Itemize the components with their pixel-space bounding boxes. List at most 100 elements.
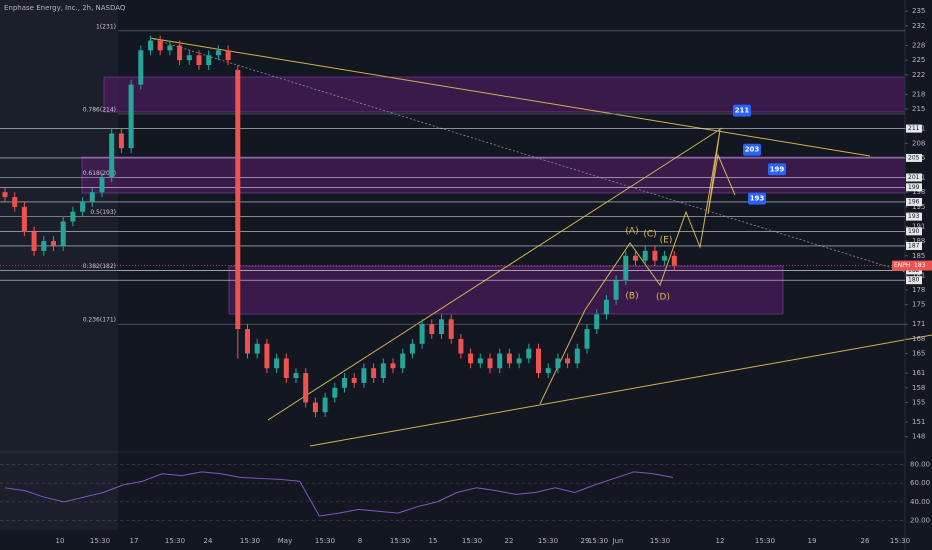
candle-body (545, 368, 551, 374)
wave-path (539, 129, 736, 405)
fib-label: 1(231) (96, 23, 116, 30)
candle-body (526, 348, 532, 359)
y-tick-label: 175 (912, 301, 925, 309)
candle-body (603, 299, 609, 315)
candle-body (429, 324, 435, 334)
x-tick-label: 19 (808, 537, 817, 545)
candle-body (516, 358, 522, 364)
candle-body (245, 329, 250, 354)
level-tag (906, 276, 922, 285)
candle-body (138, 50, 144, 85)
level-tag (906, 153, 922, 162)
x-tick-label: 10 (56, 537, 65, 545)
candle-body (264, 343, 270, 369)
level-label: 196 (908, 198, 920, 205)
rsi-tick-label: 20.00 (910, 517, 930, 525)
candle-body (186, 55, 192, 61)
target-flag (748, 192, 766, 205)
wave-label: (C) (643, 230, 656, 240)
level-tag (906, 197, 922, 206)
candle-body (322, 397, 328, 413)
target-flag (733, 104, 751, 117)
candle-body (312, 402, 318, 413)
y-tick-label: 178 (912, 286, 925, 294)
candle-body (497, 353, 503, 369)
candle-body (574, 348, 580, 364)
chart-title: Enphase Energy, Inc., 2h, NASDAQ (4, 4, 126, 12)
y-tick-label: 225 (912, 56, 925, 64)
level-tag (906, 124, 922, 133)
y-tick-label: 228 (912, 41, 925, 49)
fib-label: 0.786(214) (83, 106, 116, 113)
candle-body (99, 177, 105, 193)
x-tick-label: 29 (581, 537, 590, 545)
y-tick-label: 195 (912, 203, 925, 211)
y-tick-label: 148 (912, 433, 925, 441)
y-tick-label: 198 (912, 188, 925, 196)
candle-body (613, 280, 619, 300)
target-label: 199 (770, 165, 785, 173)
y-tick-label: 181 (912, 271, 925, 279)
candle-body (623, 255, 629, 281)
target-label: 193 (750, 195, 765, 203)
x-tick-label: 15:30 (588, 537, 608, 545)
candle-body (31, 231, 37, 251)
candle-body (196, 55, 202, 66)
y-tick-label: 158 (912, 384, 925, 392)
candle-body (293, 373, 299, 379)
x-tick-label: 15:30 (755, 537, 775, 545)
candle-body (565, 358, 571, 364)
candle-body (662, 255, 668, 261)
candle-body (60, 221, 66, 246)
x-tick-label: 15 (429, 537, 438, 545)
candle-body (477, 358, 483, 364)
rsi-tick-label: 40.00 (910, 498, 930, 506)
candle-body (128, 84, 134, 149)
candle-body (303, 373, 309, 403)
x-tick-label: 26 (861, 537, 870, 545)
rsi-tick-label: 80.00 (910, 460, 930, 468)
candle-body (458, 338, 464, 354)
x-tick-label: 15:30 (165, 537, 185, 545)
candle-body (177, 45, 183, 61)
price-tag-name: ENPH (894, 262, 910, 269)
x-tick-label: 8 (358, 537, 362, 545)
candle-body (80, 201, 86, 212)
candle-body (487, 358, 493, 369)
wave-label: (D) (656, 293, 670, 303)
wave-label: (A) (625, 227, 638, 237)
level-label: 187 (908, 242, 920, 249)
x-tick-label: 15:30 (240, 537, 260, 545)
candle-body (390, 363, 396, 369)
candle-body (41, 241, 47, 251)
target-label: 211 (735, 107, 750, 115)
candle-body (555, 358, 561, 369)
target-label: 203 (745, 146, 760, 154)
candle-body (409, 343, 415, 354)
y-tick-label: 218 (912, 90, 925, 98)
candle-body (671, 255, 677, 266)
y-tick-label: 168 (912, 335, 925, 343)
candle-body (254, 343, 260, 354)
candle-body (439, 319, 444, 334)
candle-body (380, 363, 386, 379)
y-tick-label: 208 (912, 139, 925, 147)
candle-body (536, 348, 541, 374)
y-tick-label: 155 (912, 398, 925, 406)
x-tick-label: 15:30 (890, 537, 910, 545)
candle-body (283, 358, 289, 379)
x-tick-label: May (278, 537, 292, 545)
candle-body (332, 387, 338, 398)
level-tag (906, 212, 922, 221)
candle-body (109, 133, 115, 178)
y-tick-label: 161 (912, 369, 925, 377)
level-tag (906, 173, 922, 182)
x-tick-label: 15:30 (538, 537, 558, 545)
candle-body (274, 358, 280, 369)
candle-body (652, 250, 658, 261)
fib-label: 0.5(193) (90, 209, 116, 216)
level-tag (906, 183, 922, 192)
rsi-tick-label: 60.00 (910, 479, 930, 487)
x-tick-label: 15:30 (390, 537, 410, 545)
candle-body (12, 197, 18, 207)
